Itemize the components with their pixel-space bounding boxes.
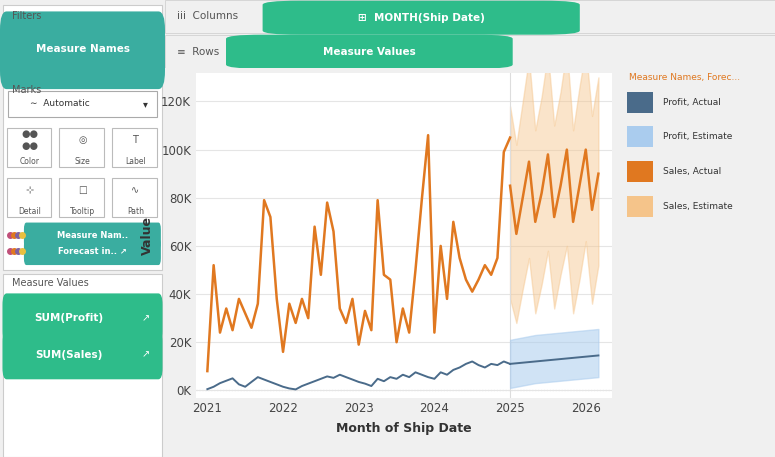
Text: Measure Values: Measure Values (12, 278, 88, 288)
Text: Measure Names: Measure Names (36, 44, 129, 54)
Text: Filters: Filters (12, 11, 41, 21)
Text: Marks: Marks (12, 85, 41, 95)
Bar (112, 178, 157, 217)
Text: ⊞  MONTH(Ship Date): ⊞ MONTH(Ship Date) (358, 13, 484, 23)
FancyBboxPatch shape (0, 11, 165, 89)
Text: Size: Size (74, 157, 91, 166)
Text: ≡  Rows: ≡ Rows (177, 47, 219, 57)
Text: Profit, Estimate: Profit, Estimate (663, 133, 732, 141)
Bar (627, 92, 653, 112)
Bar (112, 128, 157, 167)
FancyBboxPatch shape (24, 239, 161, 265)
Text: Detail: Detail (19, 207, 41, 216)
Text: Label: Label (125, 157, 146, 166)
Text: ⊹: ⊹ (26, 186, 34, 196)
Text: Sales, Actual: Sales, Actual (663, 167, 721, 176)
Text: Measure Nam..: Measure Nam.. (57, 231, 128, 240)
FancyBboxPatch shape (263, 0, 580, 35)
Bar (60, 178, 104, 217)
Text: Color: Color (19, 157, 40, 166)
Text: iii  Columns: iii Columns (177, 11, 239, 21)
Bar (165, 0, 775, 32)
Text: ↗: ↗ (141, 350, 150, 360)
Bar (627, 127, 653, 147)
Text: Sales, Estimate: Sales, Estimate (663, 202, 732, 211)
Text: ▾: ▾ (143, 99, 147, 109)
FancyBboxPatch shape (226, 35, 513, 69)
Text: Path: Path (127, 207, 144, 216)
FancyBboxPatch shape (2, 330, 163, 379)
Bar (60, 128, 104, 167)
FancyBboxPatch shape (24, 223, 161, 249)
Text: ◎: ◎ (78, 135, 87, 145)
Text: Profit, Actual: Profit, Actual (663, 98, 721, 106)
FancyBboxPatch shape (2, 293, 163, 343)
Bar (9, 91, 157, 117)
Bar (3, 274, 162, 457)
Bar (627, 196, 653, 217)
Y-axis label: Value: Value (141, 216, 154, 255)
Text: SUM(Sales): SUM(Sales) (36, 350, 103, 360)
Text: ☐: ☐ (78, 186, 87, 196)
Text: ●●
●●: ●● ●● (21, 129, 38, 151)
Bar (165, 35, 775, 68)
Text: ↗: ↗ (141, 313, 150, 323)
Text: Forecast in.. ↗: Forecast in.. ↗ (58, 247, 127, 256)
Text: SUM(Profit): SUM(Profit) (35, 313, 104, 323)
Text: ∼  Automatic: ∼ Automatic (29, 99, 89, 108)
Bar (3, 5, 162, 75)
Bar (627, 161, 653, 182)
Bar (3, 80, 162, 270)
Text: Measure Names, Forec...: Measure Names, Forec... (629, 73, 739, 82)
Text: Tooltip: Tooltip (70, 207, 95, 216)
Text: ∿: ∿ (131, 186, 140, 196)
Bar (7, 178, 51, 217)
Text: T: T (133, 135, 138, 145)
Text: Measure Values: Measure Values (323, 47, 415, 57)
Bar (7, 128, 51, 167)
X-axis label: Month of Ship Date: Month of Ship Date (336, 422, 472, 436)
